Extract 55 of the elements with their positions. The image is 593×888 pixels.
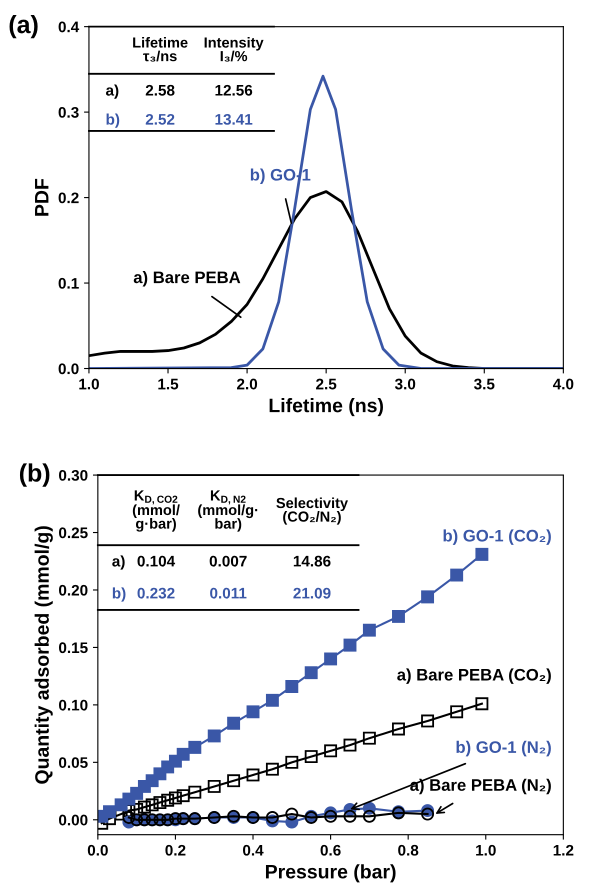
y-tick-label: 0.15 <box>58 642 88 654</box>
annotation: b) <box>106 114 120 128</box>
annotation: 0.007 <box>210 556 247 567</box>
y-tick-label: 0.00 <box>58 814 88 826</box>
y-axis-title: PDF <box>35 178 48 216</box>
x-tick-label: 3.0 <box>394 378 416 390</box>
x-tick-label: 1.2 <box>554 844 574 856</box>
x-tick-label: 1.5 <box>158 378 178 390</box>
x-tick-label: 2.5 <box>316 378 336 390</box>
annotation: b) GO-1 (N₂) <box>456 740 551 756</box>
x-tick-label: 2.0 <box>236 378 258 390</box>
annotation: a) <box>106 84 118 99</box>
y-tick-label: 0.25 <box>58 527 88 538</box>
y-axis-title: Quantity adsorbed (mmol/g) <box>34 526 53 784</box>
x-axis-title: Pressure (bar) <box>266 864 396 882</box>
chart-title: (b) <box>20 463 50 487</box>
y-tick-label: 0.05 <box>58 757 88 768</box>
annotation: Intensity I₃/% <box>204 36 264 62</box>
x-tick-label: 0.2 <box>165 844 186 856</box>
annotation: b) <box>112 587 126 602</box>
annotation: 2.52 <box>146 114 174 125</box>
x-axis-title: Lifetime (ns) <box>270 398 383 416</box>
x-tick-label: 0.0 <box>88 844 108 856</box>
annotation: 21.09 <box>293 588 331 599</box>
y-tick-label: 0.3 <box>58 106 79 118</box>
y-tick-label: 0.2 <box>58 192 79 204</box>
x-tick-label: 3.5 <box>474 378 494 390</box>
y-tick-label: 0.4 <box>58 22 80 32</box>
annotation: 0.011 <box>210 588 246 599</box>
y-tick-label: 0.10 <box>58 700 88 711</box>
x-tick-label: 1.0 <box>79 378 99 390</box>
annotation: 12.56 <box>215 84 252 96</box>
annotation: 0.232 <box>138 588 175 599</box>
annotation: Selectivity (CO₂/N₂) <box>276 497 348 525</box>
y-tick-label: 0.30 <box>58 470 88 481</box>
annotation: K$_{D,N2}$ (mmol/g· bar) <box>198 490 258 532</box>
y-tick-label: 0.1 <box>58 278 79 289</box>
annotation: a) Bare PEBA (CO₂) <box>397 668 551 684</box>
annotation: a) <box>112 555 125 570</box>
annotation: a) Bare PEBA <box>134 271 240 287</box>
y-tick-label: 0.20 <box>58 584 88 596</box>
y-tick-label: 0.0 <box>58 363 79 374</box>
annotation: 2.58 <box>146 84 175 96</box>
chart-title: (a) <box>10 14 38 38</box>
x-tick-label: 0.8 <box>398 844 418 856</box>
x-tick-label: 0.6 <box>320 844 341 856</box>
annotation: 13.41 <box>215 114 252 125</box>
annotation: 0.104 <box>138 556 176 567</box>
annotation: b) GO-1 (CO₂) <box>444 529 551 545</box>
annotation: Lifetime τ₃/ns <box>133 36 188 62</box>
annotation: 14.86 <box>294 556 331 567</box>
x-tick-label: 0.4 <box>243 844 264 856</box>
x-tick-label: 4.0 <box>552 378 574 390</box>
annotation: K$_{D,CO2}$ (mmol/ g·bar) <box>132 490 180 532</box>
x-tick-label: 1.0 <box>476 844 496 856</box>
